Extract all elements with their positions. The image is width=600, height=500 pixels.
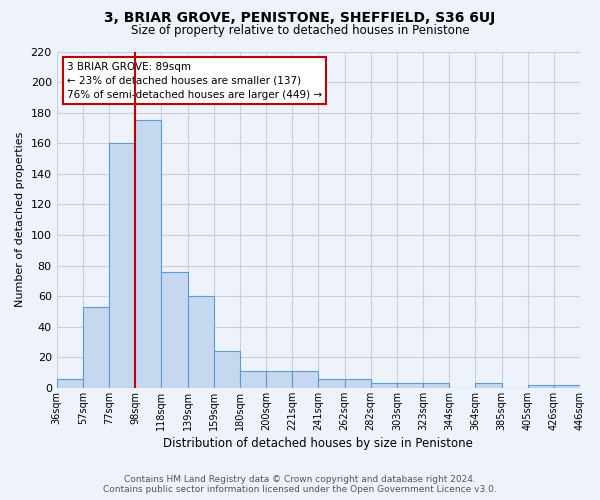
Bar (56, 378, 83, 388)
Text: 3, BRIAR GROVE, PENISTONE, SHEFFIELD, S36 6UJ: 3, BRIAR GROVE, PENISTONE, SHEFFIELD, S3… (104, 11, 496, 25)
Bar (109, 143, 135, 388)
Bar (292, 371, 319, 388)
Bar (475, 384, 502, 388)
Bar (397, 384, 423, 388)
Text: Size of property relative to detached houses in Penistone: Size of property relative to detached ho… (131, 24, 469, 37)
Bar (214, 351, 240, 388)
Text: 3 BRIAR GROVE: 89sqm
← 23% of detached houses are smaller (137)
76% of semi-deta: 3 BRIAR GROVE: 89sqm ← 23% of detached h… (67, 62, 322, 100)
Text: Contains HM Land Registry data © Crown copyright and database right 2024.
Contai: Contains HM Land Registry data © Crown c… (103, 474, 497, 494)
X-axis label: Distribution of detached houses by size in Penistone: Distribution of detached houses by size … (163, 437, 473, 450)
Bar (423, 384, 449, 388)
Bar (527, 385, 554, 388)
Bar (161, 272, 187, 388)
Bar (240, 371, 266, 388)
Y-axis label: Number of detached properties: Number of detached properties (15, 132, 25, 308)
Bar (344, 378, 371, 388)
Bar (266, 371, 292, 388)
Bar (135, 120, 161, 388)
Bar (554, 385, 580, 388)
Bar (187, 296, 214, 388)
Bar (83, 307, 109, 388)
Bar (371, 384, 397, 388)
Bar (319, 378, 344, 388)
